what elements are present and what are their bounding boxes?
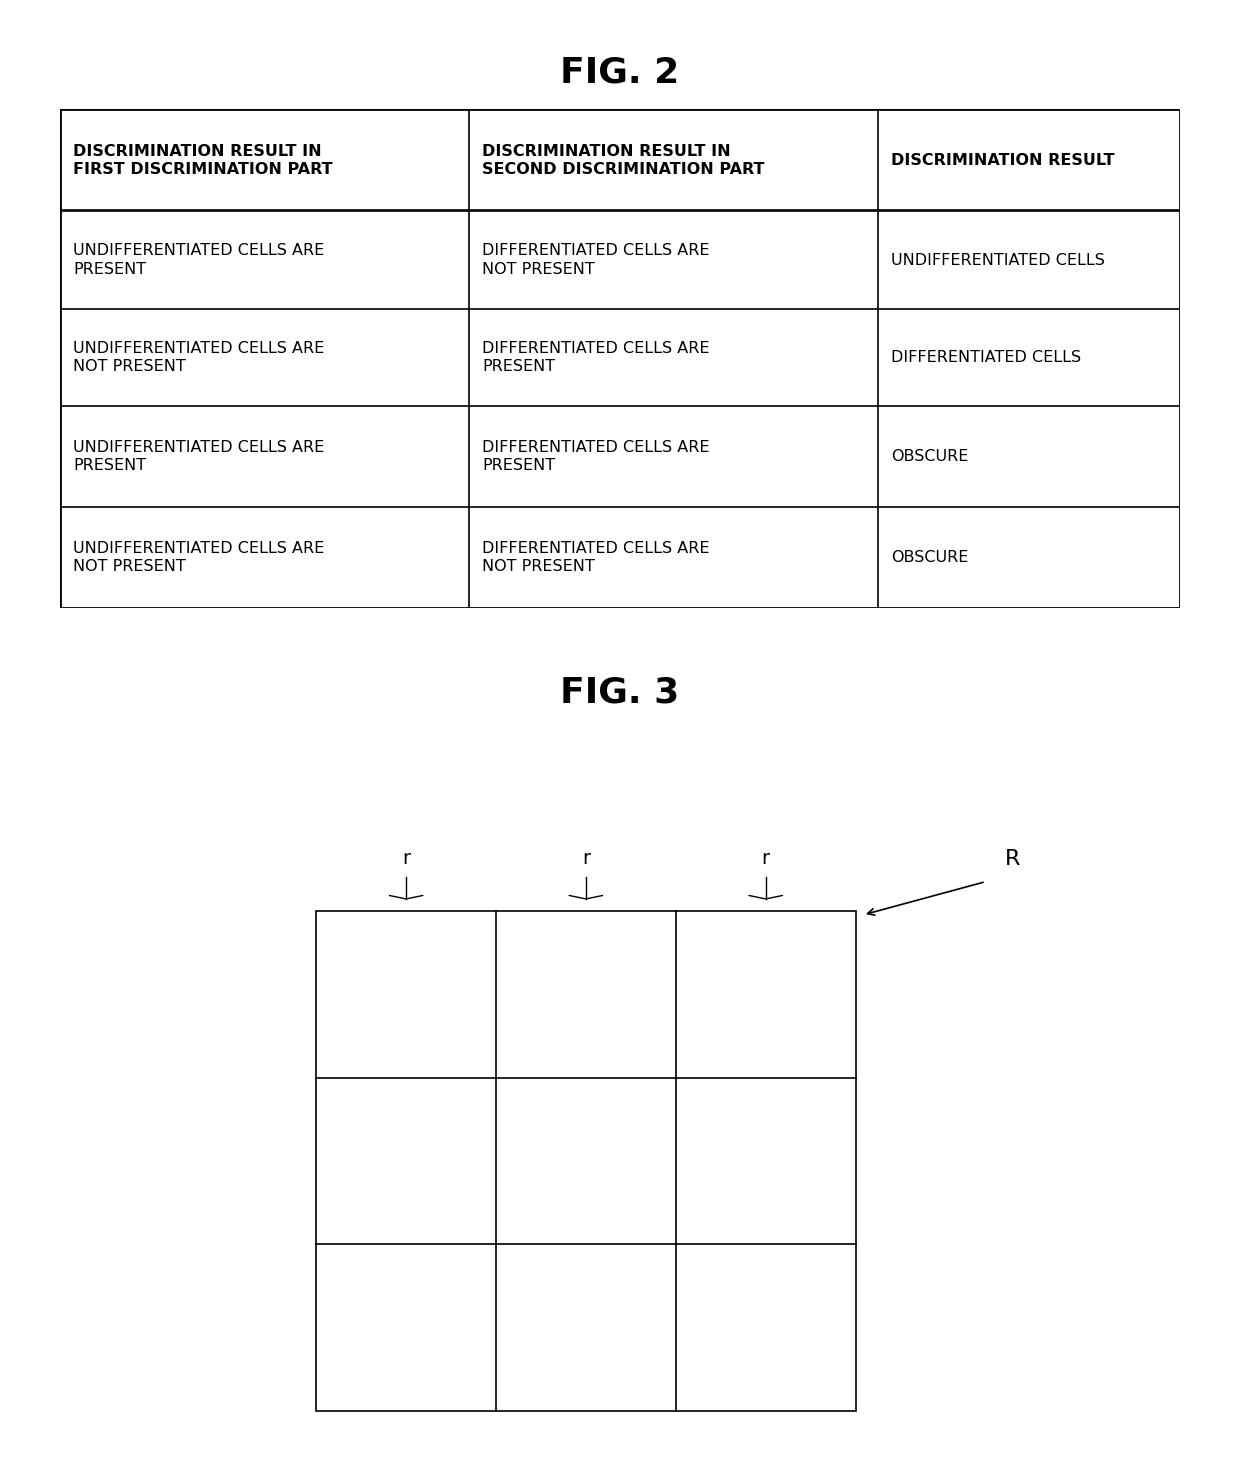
Text: OBSCURE: OBSCURE xyxy=(892,551,968,565)
Text: R: R xyxy=(1004,849,1019,869)
Text: DISCRIMINATION RESULT IN
SECOND DISCRIMINATION PART: DISCRIMINATION RESULT IN SECOND DISCRIMI… xyxy=(482,143,765,177)
Text: DIFFERENTIATED CELLS ARE
NOT PRESENT: DIFFERENTIATED CELLS ARE NOT PRESENT xyxy=(482,540,709,574)
Text: UNDIFFERENTIATED CELLS ARE
NOT PRESENT: UNDIFFERENTIATED CELLS ARE NOT PRESENT xyxy=(73,540,324,574)
Text: r: r xyxy=(761,849,770,868)
Text: UNDIFFERENTIATED CELLS ARE
PRESENT: UNDIFFERENTIATED CELLS ARE PRESENT xyxy=(73,244,324,277)
Text: DIFFERENTIATED CELLS ARE
PRESENT: DIFFERENTIATED CELLS ARE PRESENT xyxy=(482,341,709,375)
Text: OBSCURE: OBSCURE xyxy=(892,449,968,463)
Text: DIFFERENTIATED CELLS ARE
NOT PRESENT: DIFFERENTIATED CELLS ARE NOT PRESENT xyxy=(482,244,709,277)
Bar xyxy=(316,911,856,1411)
Text: r: r xyxy=(582,849,590,868)
Text: FIG. 3: FIG. 3 xyxy=(560,675,680,710)
Text: DISCRIMINATION RESULT: DISCRIMINATION RESULT xyxy=(892,154,1115,168)
Text: FIG. 2: FIG. 2 xyxy=(560,55,680,90)
Text: r: r xyxy=(402,849,410,868)
Text: UNDIFFERENTIATED CELLS ARE
NOT PRESENT: UNDIFFERENTIATED CELLS ARE NOT PRESENT xyxy=(73,341,324,375)
Text: DIFFERENTIATED CELLS ARE
PRESENT: DIFFERENTIATED CELLS ARE PRESENT xyxy=(482,440,709,474)
Text: UNDIFFERENTIATED CELLS: UNDIFFERENTIATED CELLS xyxy=(892,252,1105,267)
Text: DIFFERENTIATED CELLS: DIFFERENTIATED CELLS xyxy=(892,350,1081,365)
Text: DISCRIMINATION RESULT IN
FIRST DISCRIMINATION PART: DISCRIMINATION RESULT IN FIRST DISCRIMIN… xyxy=(73,143,332,177)
Text: UNDIFFERENTIATED CELLS ARE
PRESENT: UNDIFFERENTIATED CELLS ARE PRESENT xyxy=(73,440,324,474)
